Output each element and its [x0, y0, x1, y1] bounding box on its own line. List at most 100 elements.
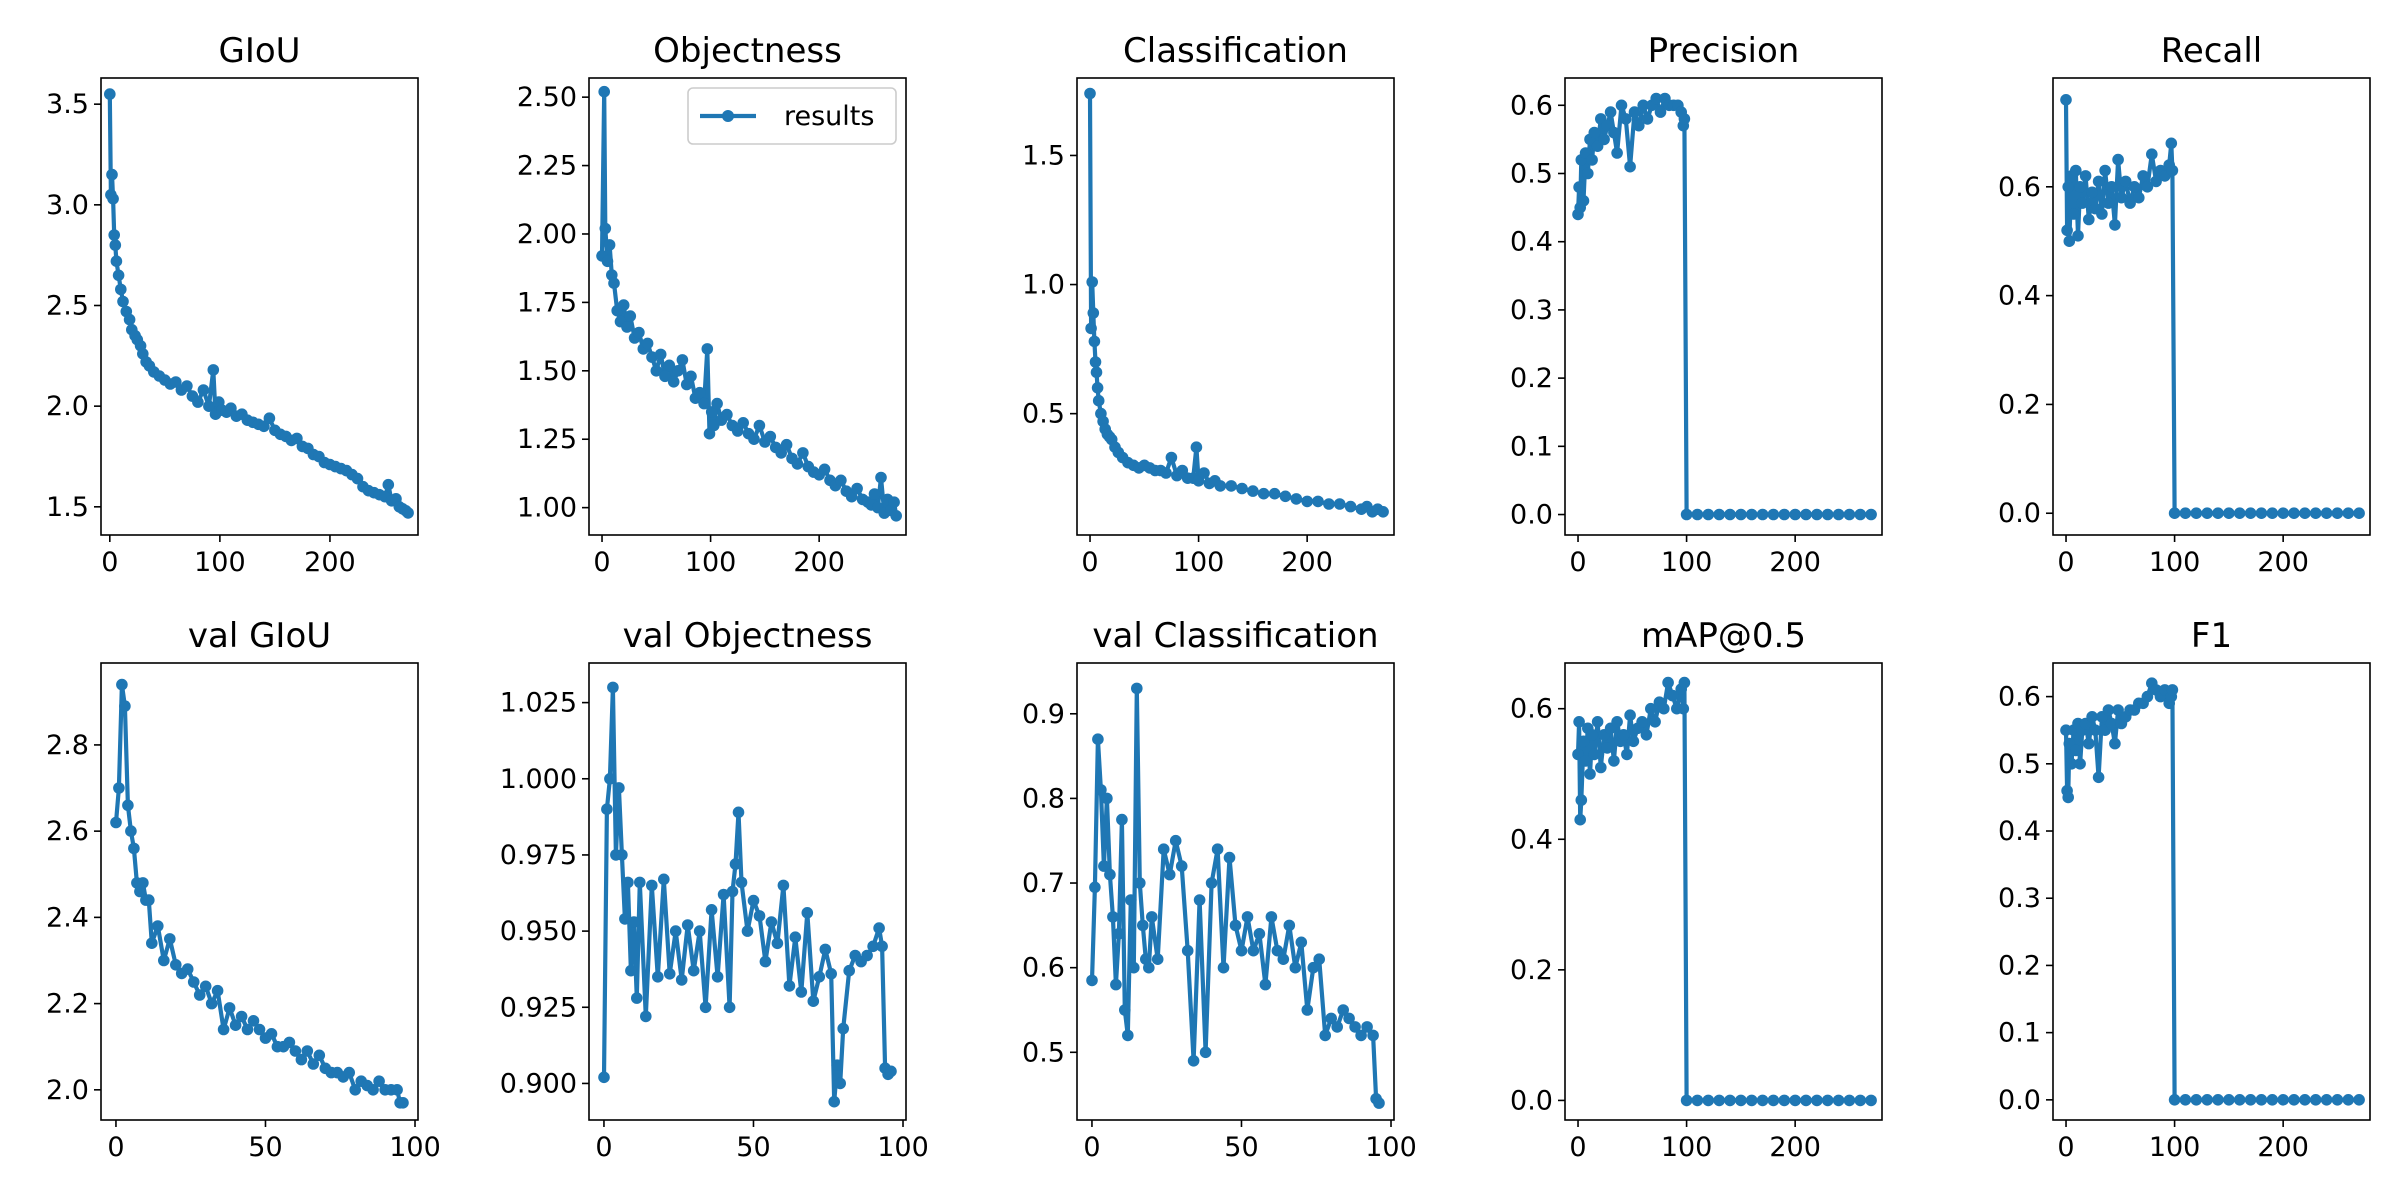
- data-point: [349, 1084, 362, 1096]
- data-point: [164, 933, 176, 945]
- data-point: [621, 321, 633, 333]
- data-point: [1271, 944, 1284, 957]
- data-point: [1577, 735, 1590, 748]
- data-point: [1181, 944, 1194, 957]
- data-point: [1089, 881, 1101, 894]
- data-point: [1843, 1094, 1856, 1107]
- y-tick-label: 0.4: [1510, 227, 1553, 258]
- panel-4: Recall 0 100 200 0.0 0.2 0.4 0.6: [1998, 31, 2371, 578]
- x-tick-label: 100: [877, 1132, 929, 1163]
- data-point: [599, 222, 612, 235]
- data-point: [735, 876, 748, 889]
- data-point: [1691, 508, 1704, 521]
- data-point: [2119, 175, 2132, 188]
- data-point: [616, 849, 628, 861]
- data-point: [867, 940, 879, 953]
- data-point: [1745, 508, 1758, 521]
- data-point: [2076, 197, 2089, 209]
- data-point: [1702, 1094, 1715, 1107]
- data-point: [1236, 482, 1248, 495]
- data-point: [1624, 709, 1636, 721]
- data-point: [1677, 702, 1690, 715]
- data-point: [1645, 702, 1657, 715]
- data-point: [753, 419, 766, 432]
- data-point: [771, 937, 784, 950]
- data-point: [2063, 235, 2076, 247]
- data-point: [1131, 682, 1143, 695]
- axes-frame: [2052, 77, 2371, 536]
- data-point: [2320, 507, 2333, 519]
- data-point: [2190, 507, 2203, 519]
- data-point: [873, 922, 885, 934]
- y-tick-label: 0.2: [1510, 363, 1553, 394]
- data-point: [2168, 507, 2181, 519]
- panel-7: val Classification 0 50 100 0.5 0.6 0.7 0.8 0.9: [1022, 616, 1417, 1163]
- y-tick-label: 0.6: [1998, 682, 2041, 713]
- data-point: [1636, 716, 1648, 728]
- data-point: [2353, 1094, 2365, 1106]
- data-point: [170, 959, 182, 971]
- data-point: [676, 354, 689, 366]
- data-point: [2062, 791, 2074, 804]
- data-point: [2083, 213, 2095, 226]
- y-tick-label: 2.2: [46, 989, 89, 1020]
- x-tick-label: 50: [736, 1132, 770, 1163]
- data-point: [818, 463, 831, 476]
- x-tick-label: 200: [793, 547, 845, 578]
- y-tick-label: 0.0: [1998, 1085, 2041, 1116]
- data-point: [2079, 170, 2092, 182]
- y-tick-label: 2.0: [46, 1075, 89, 1106]
- data-point: [2086, 186, 2098, 199]
- series-results: [104, 88, 414, 519]
- data-point: [397, 1097, 409, 1109]
- data-point: [1800, 1094, 1812, 1107]
- data-point: [205, 997, 218, 1010]
- data-point: [367, 1084, 379, 1096]
- data-point: [1146, 911, 1158, 923]
- data-point: [890, 510, 902, 522]
- y-tick-label: 0.4: [1510, 824, 1553, 855]
- data-point: [223, 1002, 236, 1014]
- data-point: [1666, 689, 1679, 702]
- legend-marker: [722, 110, 734, 122]
- data-point: [2102, 197, 2115, 209]
- data-point: [601, 255, 614, 268]
- data-point: [2146, 148, 2158, 160]
- data-point: [598, 1071, 610, 1084]
- data-point: [1584, 768, 1596, 780]
- data-point: [650, 365, 663, 377]
- data-point: [2112, 704, 2124, 716]
- data-point: [2168, 1094, 2181, 1106]
- data-point: [137, 877, 149, 889]
- data-point: [263, 412, 276, 425]
- data-point: [1367, 1029, 1379, 1042]
- data-point: [1319, 1029, 1331, 1042]
- y-tick-label: 2.8: [46, 730, 89, 761]
- data-point: [117, 295, 129, 308]
- series-line: [113, 682, 403, 1105]
- data-point: [1745, 1094, 1758, 1107]
- data-point: [2201, 1094, 2213, 1106]
- panel-title: Recall: [2161, 31, 2262, 71]
- data-point: [2166, 164, 2179, 177]
- data-point: [193, 989, 206, 1001]
- data-point: [1137, 919, 1149, 932]
- data-point: [1151, 953, 1164, 965]
- data-point: [253, 1023, 266, 1036]
- data-point: [654, 348, 667, 361]
- data-point: [1680, 1094, 1693, 1107]
- data-point: [2083, 737, 2095, 750]
- data-point: [1854, 508, 1867, 521]
- y-tick-label: 0.1: [1998, 1018, 2041, 1049]
- panel-title: Precision: [1648, 31, 1800, 71]
- data-point: [2179, 1094, 2192, 1106]
- data-point: [1579, 755, 1592, 767]
- data-point: [1090, 366, 1103, 379]
- y-tick-label: 2.0: [46, 391, 89, 422]
- data-point: [2165, 137, 2178, 150]
- data-point: [1107, 911, 1119, 923]
- data-point: [1628, 106, 1641, 118]
- data-point: [1586, 154, 1598, 166]
- data-point: [2223, 1094, 2235, 1106]
- y-tick-label: 0.2: [1998, 950, 2041, 981]
